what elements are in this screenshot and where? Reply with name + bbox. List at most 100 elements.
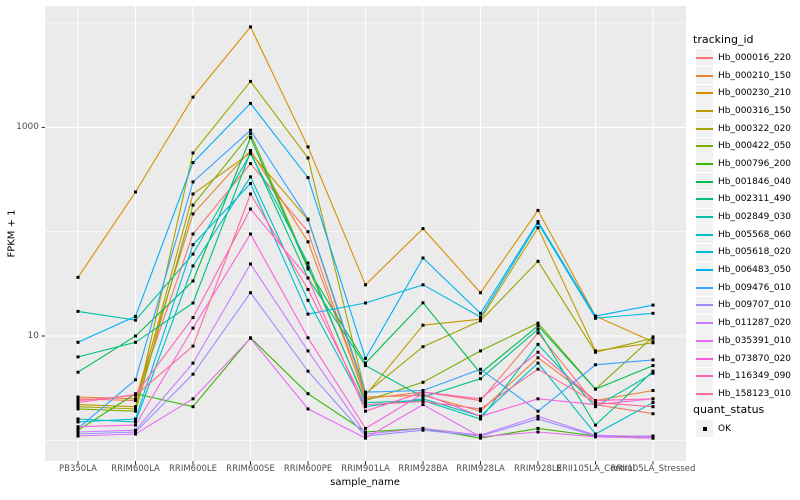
x-tick-label: RRIM600SE <box>226 464 275 474</box>
legend-color-swatch <box>696 357 713 360</box>
legend-item-Hb_000422_050: Hb_000422_050 <box>696 137 791 155</box>
y-axis-title: FPKM + 1 <box>6 209 18 258</box>
legend-color-swatch <box>696 56 713 59</box>
x-tick-label: PB350LA <box>59 464 97 474</box>
y-tick-label: 10 <box>27 331 39 341</box>
legend-item-label: Hb_000422_050 <box>718 141 792 152</box>
legend-color-swatch <box>696 198 713 201</box>
legend-key-box <box>696 367 713 385</box>
y-tick-label: 1000 <box>16 122 39 133</box>
legend-tracking-items: Hb_000016_220 Hb_000210_150 Hb_000230_210 H… <box>696 49 791 403</box>
legend-key-box <box>696 332 713 350</box>
legend-key-box <box>696 261 713 279</box>
legend-item-Hb_001846_040: Hb_001846_040 <box>696 173 791 191</box>
x-tick-label: RRIM928LE <box>514 464 562 474</box>
legend-item-label: Hb_005618_020 <box>718 247 792 258</box>
legend-color-swatch <box>696 92 713 95</box>
legend-item-label: Hb_009707_010 <box>718 300 792 311</box>
legend-color-swatch <box>696 233 713 236</box>
legend-item-label: Hb_158123_010 <box>718 388 792 399</box>
legend-key-box <box>696 120 713 138</box>
ok-point-marker-icon <box>702 426 707 431</box>
legend-color-swatch <box>696 339 713 342</box>
legend-quant-title: quant_status <box>693 403 765 416</box>
series-points-Hb_006483_050 <box>76 101 655 360</box>
legend-key-box <box>696 279 713 297</box>
legend-key-box <box>696 296 713 314</box>
series-points-Hb_116349_090 <box>76 207 655 413</box>
legend-item-Hb_009707_010: Hb_009707_010 <box>696 296 792 315</box>
legend-color-swatch <box>696 145 713 148</box>
x-axis-title: sample_name <box>330 477 400 488</box>
legend-key-box <box>696 67 713 85</box>
legend-color-swatch <box>696 216 713 219</box>
legend-key-box <box>696 49 713 67</box>
legend-item-Hb_116349_090: Hb_116349_090 <box>696 367 791 385</box>
legend-item-label: Hb_011287_020 <box>718 318 792 329</box>
legend-item-Hb_000016_220: Hb_000016_220 <box>696 49 791 67</box>
legend-item-label: Hb_000316_150 <box>718 105 792 116</box>
x-tick-label: RRIM928BA <box>398 464 448 474</box>
legend-color-swatch <box>696 375 713 378</box>
legend-item-Hb_158123_010: Hb_158123_010 <box>696 385 791 403</box>
legend-item-Hb_002849_030: Hb_002849_030 <box>696 208 791 226</box>
legend-key-box <box>696 173 713 191</box>
series-points-Hb_001846_040 <box>76 136 655 391</box>
legend-item-quant-ok: OK <box>696 420 731 438</box>
legend-key-box <box>696 102 713 120</box>
legend-item-label: Hb_009476_010 <box>718 282 792 293</box>
legend-item-label: Hb_001846_040 <box>718 176 792 187</box>
legend-color-swatch <box>696 322 713 325</box>
legend-key-box <box>696 350 713 368</box>
legend-item-label: Hb_073870_020 <box>718 353 792 364</box>
series-points-Hb_002849_030 <box>76 152 655 421</box>
legend-key-box <box>696 155 713 173</box>
x-tick-label: RRII105LA_Control <box>556 464 635 474</box>
legend-color-swatch <box>696 251 713 254</box>
legend-item-label: Hb_000210_150 <box>718 70 792 81</box>
legend-item-Hb_000210_150: Hb_000210_150 <box>696 67 791 85</box>
legend-item-label: Hb_000322_020 <box>718 123 792 134</box>
x-tick-label: RRIM600LA <box>111 464 160 474</box>
legend-key-box <box>696 226 713 244</box>
legend-key-box <box>696 314 713 332</box>
legend-color-swatch <box>696 392 713 395</box>
legend-item-Hb_002311_490: Hb_002311_490 <box>696 190 791 209</box>
legend-item-label: Hb_000230_210 <box>718 88 792 99</box>
legend-item-Hb_000316_150: Hb_000316_150 <box>696 102 791 120</box>
legend-color-swatch <box>696 109 713 112</box>
legend-color-swatch <box>696 127 713 130</box>
legend-item-Hb_005618_020: Hb_005618_020 <box>696 243 792 262</box>
legend-key-box <box>696 137 713 155</box>
legend-key-box <box>696 385 713 403</box>
legend-tracking-title: tracking_id <box>693 33 754 46</box>
legend-color-swatch <box>696 269 713 272</box>
legend-item-label: Hb_000796_200 <box>718 158 792 169</box>
legend-item-label: Hb_035391_010 <box>718 335 792 346</box>
legend-item-Hb_006483_050: Hb_006483_050 <box>696 261 791 279</box>
legend-item-label: OK <box>718 423 731 434</box>
legend-item-Hb_073870_020: Hb_073870_020 <box>696 350 791 368</box>
legend-item-Hb_011287_020: Hb_011287_020 <box>696 314 791 332</box>
legend-color-swatch <box>696 162 713 165</box>
legend-key-box <box>696 190 713 208</box>
series-points-Hb_009476_010 <box>76 128 655 430</box>
legend-key-box <box>696 208 713 226</box>
legend-item-label: Hb_006483_050 <box>718 265 792 276</box>
legend-color-swatch <box>696 180 713 183</box>
legend-item-Hb_000230_210: Hb_000230_210 <box>696 84 791 102</box>
legend-item-Hb_000322_020: Hb_000322_020 <box>696 120 791 138</box>
legend-key-box <box>696 84 713 102</box>
x-tick-label: RRIM901LA <box>341 464 390 474</box>
legend-item-label: Hb_116349_090 <box>718 371 792 382</box>
series-points-Hb_158123_010 <box>76 192 655 411</box>
legend-key-box <box>696 420 713 438</box>
legend-item-Hb_009476_010: Hb_009476_010 <box>696 279 791 297</box>
legend-item-label: Hb_002849_030 <box>718 212 792 223</box>
series-points-Hb_035391_010 <box>76 336 655 440</box>
legend-item-Hb_000796_200: Hb_000796_200 <box>696 155 791 173</box>
legend-key-box <box>696 243 713 261</box>
legend-item-label: Hb_000016_220 <box>718 52 792 63</box>
